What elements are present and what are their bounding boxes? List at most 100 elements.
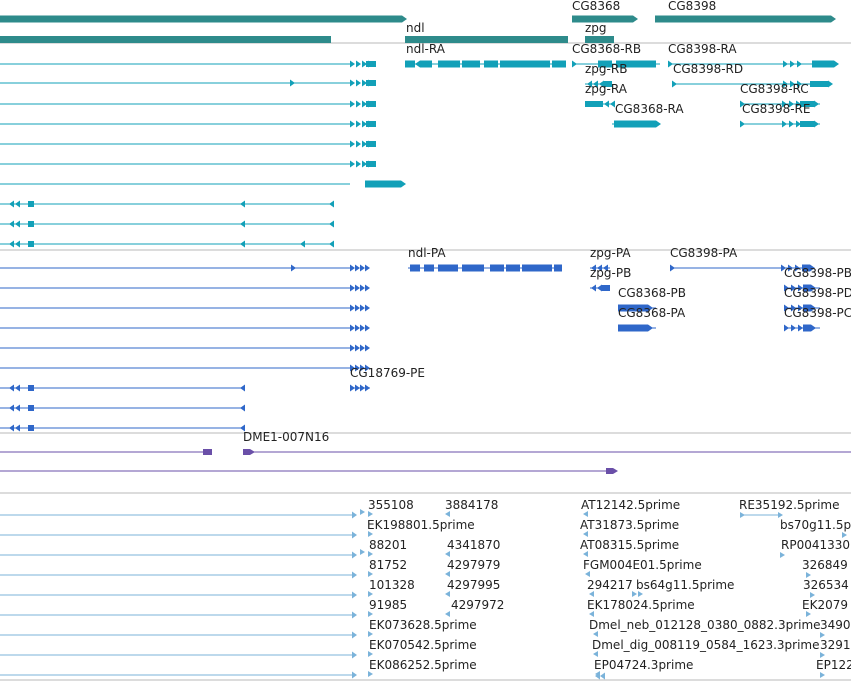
est-label[interactable]: EK198801.5prime xyxy=(367,518,475,532)
protein-label[interactable]: CG8398-PB xyxy=(784,266,851,280)
exon-block[interactable] xyxy=(552,60,566,68)
est-label[interactable]: 88201 xyxy=(369,538,408,552)
transcript-label[interactable]: zpg-RB xyxy=(585,62,628,76)
est-label[interactable]: 4297979 xyxy=(447,558,501,572)
gene-bar[interactable] xyxy=(405,36,568,43)
clone-end[interactable] xyxy=(606,468,618,474)
protein-label[interactable]: CG8398-PD xyxy=(784,286,851,300)
exon-block[interactable] xyxy=(28,241,34,247)
exon-block[interactable] xyxy=(522,264,552,272)
protein-label[interactable]: CG8398-PC xyxy=(784,306,851,320)
exon-block[interactable] xyxy=(618,304,648,312)
exon-block[interactable] xyxy=(585,101,603,107)
protein-label[interactable]: CG18769-PE xyxy=(350,366,425,380)
protein-label[interactable]: CG8368-PB xyxy=(618,286,687,300)
est-label[interactable]: 4297995 xyxy=(447,578,501,592)
est-label[interactable]: FGM004E01.5prime xyxy=(583,558,702,572)
est-label[interactable]: EK178024.5prime xyxy=(587,598,695,612)
transcript-label[interactable]: CG8368-RA xyxy=(615,102,684,116)
exon-block[interactable] xyxy=(490,264,504,272)
exon-block[interactable] xyxy=(618,324,648,332)
exon-block[interactable] xyxy=(366,141,376,147)
exon-block[interactable] xyxy=(803,284,811,292)
exon-block[interactable] xyxy=(366,101,376,107)
exon-block[interactable] xyxy=(28,425,34,431)
exon-block[interactable] xyxy=(500,60,550,68)
est-label[interactable]: 101328 xyxy=(369,578,415,592)
exon-block[interactable] xyxy=(506,264,520,272)
exon-block[interactable] xyxy=(802,264,810,272)
est-label[interactable]: 355108 xyxy=(368,498,414,512)
exon-block[interactable] xyxy=(366,121,376,127)
clone-end[interactable] xyxy=(203,449,212,455)
exon-block[interactable] xyxy=(28,385,34,391)
exon-block[interactable] xyxy=(602,285,610,291)
exon-block[interactable] xyxy=(366,161,376,167)
est-label[interactable]: 4341870 xyxy=(447,538,501,552)
exon-block[interactable] xyxy=(800,101,814,107)
est-label[interactable]: 91985 xyxy=(369,598,408,612)
est-label[interactable]: 294217 xyxy=(587,578,633,592)
est-label[interactable]: 4297972 xyxy=(451,598,505,612)
exon-block[interactable] xyxy=(365,180,401,188)
transcript-label[interactable]: CG8398-RC xyxy=(740,82,809,96)
gene-bar[interactable] xyxy=(0,15,407,23)
est-label[interactable]: 326534 xyxy=(803,578,849,592)
transcript-label[interactable]: CG8398-RD xyxy=(673,62,744,76)
exon-block[interactable] xyxy=(803,304,811,312)
exon-block[interactable] xyxy=(28,221,34,227)
exon-block[interactable] xyxy=(810,81,828,87)
est-label[interactable]: RP0041330 xyxy=(781,538,851,552)
exon-block[interactable] xyxy=(462,60,480,68)
exon-block[interactable] xyxy=(462,264,484,272)
est-label[interactable]: EK086252.5prime xyxy=(369,658,477,672)
est-label[interactable]: 81752 xyxy=(369,558,408,572)
gene-bar[interactable] xyxy=(572,15,638,23)
exon-block[interactable] xyxy=(484,60,498,68)
exon-block[interactable] xyxy=(28,405,34,411)
est-label[interactable]: 3884178 xyxy=(445,498,499,512)
clone-end[interactable] xyxy=(243,449,255,455)
est-label[interactable]: RE35192.5prime xyxy=(739,498,840,512)
exon-block[interactable] xyxy=(598,60,612,68)
protein-label[interactable]: zpg-PB xyxy=(590,266,632,280)
transcript-label[interactable]: zpg-RA xyxy=(585,82,627,96)
est-label[interactable]: 326849 xyxy=(802,558,848,572)
transcript-label[interactable]: CG8368-RB xyxy=(572,42,642,56)
exon-block[interactable] xyxy=(800,121,814,127)
est-label[interactable]: 3490 xyxy=(820,618,851,632)
exon-block[interactable] xyxy=(28,201,34,207)
est-label[interactable]: EK070542.5prime xyxy=(369,638,477,652)
exon-block[interactable] xyxy=(554,264,562,272)
est-label[interactable]: AT31873.5prime xyxy=(580,518,680,532)
clone-label[interactable]: DME1-007N16 xyxy=(243,430,330,444)
est-label[interactable]: Dmel_dig_008119_0584_1623.3prime xyxy=(592,638,820,652)
exon-block[interactable] xyxy=(438,60,460,68)
gene-bar[interactable] xyxy=(655,15,836,23)
exon-block[interactable] xyxy=(803,324,811,332)
exon-block[interactable] xyxy=(438,264,458,272)
exon-block[interactable] xyxy=(366,80,376,86)
exon-block[interactable] xyxy=(812,60,834,68)
est-label[interactable]: EP04724.3prime xyxy=(594,658,694,672)
protein-label[interactable]: CG8398-PA xyxy=(670,246,738,260)
gene-label[interactable]: zpg xyxy=(585,21,607,35)
exon-block[interactable] xyxy=(424,264,434,272)
est-label[interactable]: EK2079 xyxy=(802,598,848,612)
est-label[interactable]: EP122 xyxy=(816,658,851,672)
exon-block[interactable] xyxy=(366,61,376,67)
exon-block[interactable] xyxy=(614,120,656,128)
exon-block[interactable] xyxy=(616,60,656,68)
est-label[interactable]: 3291 xyxy=(820,638,851,652)
est-label[interactable]: AT08315.5prime xyxy=(580,538,680,552)
protein-label[interactable]: CG8368-PA xyxy=(618,306,686,320)
est-label[interactable]: EK073628.5prime xyxy=(369,618,477,632)
protein-label[interactable]: ndl-PA xyxy=(408,246,446,260)
gene-label[interactable]: CG8398 xyxy=(668,0,717,13)
gene-label[interactable]: CG8368 xyxy=(572,0,621,13)
transcript-label[interactable]: ndl-RA xyxy=(406,42,445,56)
est-label[interactable]: Dmel_neb_012128_0380_0882.3prime xyxy=(589,618,821,632)
exon-block[interactable] xyxy=(410,264,420,272)
transcript-label[interactable]: CG8398-RA xyxy=(668,42,737,56)
gene-bar[interactable] xyxy=(0,36,331,43)
